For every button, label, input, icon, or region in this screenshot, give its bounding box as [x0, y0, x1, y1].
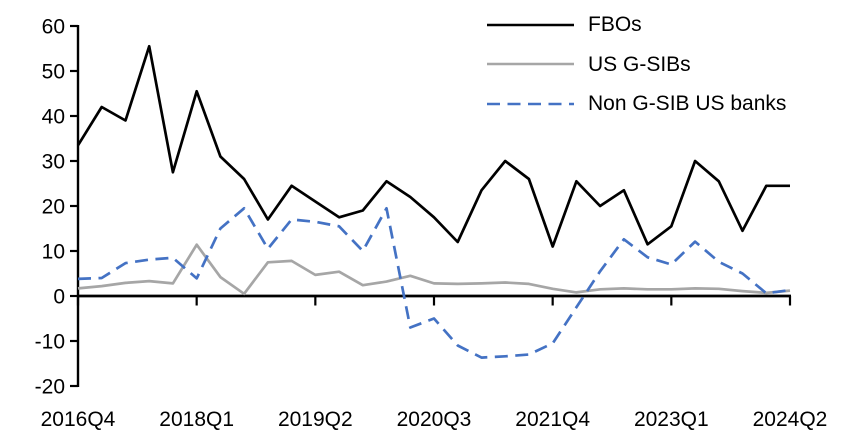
series-line-us-g-sibs — [77, 243, 791, 296]
legend-item-us-gsibs: US G-SIBs — [486, 45, 786, 85]
x-axis-tick-label: 2020Q3 — [397, 408, 472, 431]
y-axis-tick-label: -20 — [35, 375, 65, 398]
chart-legend: FBOs US G-SIBs Non G-SIB US banks — [486, 5, 786, 124]
x-axis-tick-label: 2021Q4 — [515, 408, 590, 431]
x-axis-tick-label: 2018Q1 — [159, 408, 234, 431]
non-gsib-dashed-line-swatch-icon — [487, 102, 574, 106]
y-axis-tick-label: 0 — [53, 285, 65, 308]
x-axis-tick-label: 2016Q4 — [41, 408, 116, 431]
legend-label-us-gsibs: US G-SIBs — [588, 52, 691, 76]
x-axis-tick-label: 2023Q1 — [634, 408, 709, 431]
legend-item-fbos: FBOs — [486, 5, 786, 45]
fbos-line-swatch-icon — [487, 23, 574, 27]
y-axis-tick-label: 10 — [42, 240, 65, 263]
us-gsibs-line-swatch-icon — [487, 62, 574, 66]
legend-label-fbos: FBOs — [588, 13, 642, 37]
y-axis-tick-label: 60 — [42, 15, 65, 38]
y-axis-tick-label: 30 — [42, 150, 65, 173]
x-axis-tick-label: 2024Q2 — [753, 408, 828, 431]
y-axis-tick-label: 20 — [42, 195, 65, 218]
legend-label-non-gsib: Non G-SIB US banks — [588, 92, 787, 116]
legend-item-non-gsib: Non G-SIB US banks — [486, 84, 786, 124]
y-axis-tick-label: -10 — [35, 330, 65, 353]
y-axis-tick-label: 40 — [42, 105, 65, 128]
series-line-fbos — [76, 44, 790, 248]
x-axis-tick-label: 2019Q2 — [278, 408, 353, 431]
series-line-non-g-sib-us-banks — [77, 206, 791, 359]
y-axis-tick-label: 50 — [42, 60, 65, 83]
